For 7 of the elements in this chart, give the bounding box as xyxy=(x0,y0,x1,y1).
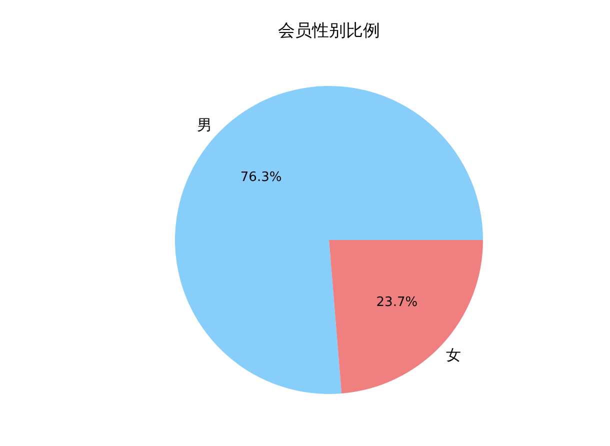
slice-label: 女 xyxy=(446,346,462,364)
pie-slice xyxy=(175,86,483,394)
slice-label: 男 xyxy=(196,116,212,134)
data-label: 23.7% xyxy=(376,295,418,310)
chart-title: 会员性别比例 xyxy=(278,21,380,41)
data-label: 76.3% xyxy=(240,170,282,185)
pie-slice xyxy=(329,240,483,394)
